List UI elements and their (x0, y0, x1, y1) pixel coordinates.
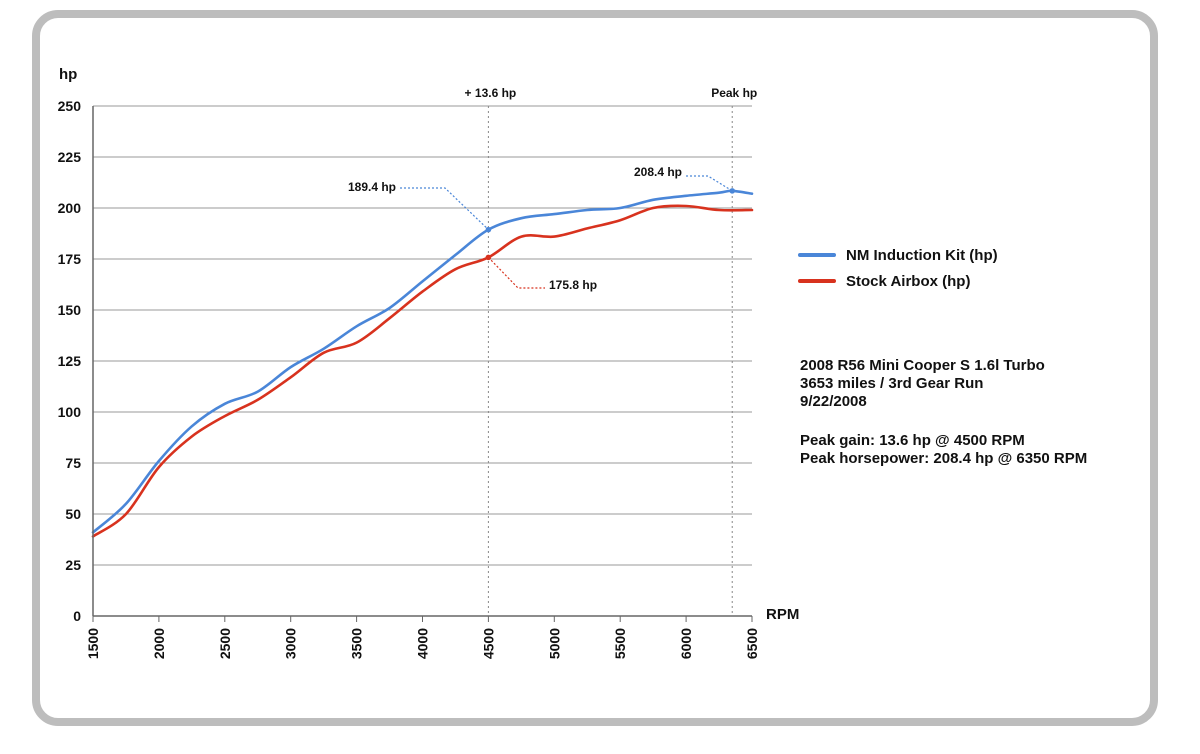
y-tick-label: 125 (58, 353, 82, 369)
point-label-leader (487, 256, 545, 289)
data-point-marker (485, 254, 492, 261)
y-tick-label: 150 (58, 302, 82, 318)
x-tick-label: 6500 (744, 628, 760, 659)
y-tick-label: 250 (58, 98, 82, 114)
point-label: 208.4 hp (634, 165, 682, 179)
axes: 0 25 50 75 100 125 150 175 200 225 250 1500 2000 2500… (58, 66, 800, 659)
chart-frame (32, 10, 1158, 726)
data-point-marker (729, 188, 736, 194)
point-label-leader (686, 175, 733, 192)
series-line-stock-airbox (91, 204, 754, 538)
series-layer (91, 189, 754, 538)
info-peak-gain: Peak gain: 13.6 hp @ 4500 RPM (800, 432, 1025, 449)
x-tick-label: 3500 (349, 628, 365, 659)
x-tick-label: 4500 (480, 628, 496, 659)
y-tick-label: 175 (58, 251, 82, 267)
x-tick-label: 4000 (415, 628, 431, 659)
x-tick-label: 3000 (283, 628, 299, 659)
y-tick-label: 225 (58, 149, 82, 165)
x-tick-label: 6000 (678, 628, 694, 659)
annotation-label: Peak hp (711, 86, 757, 100)
y-tick-label: 75 (65, 455, 81, 471)
x-tick-label: 2000 (151, 628, 167, 659)
point-label-leader (400, 187, 489, 231)
y-tick-label: 0 (73, 608, 81, 624)
info-vehicle: 2008 R56 Mini Cooper S 1.6l Turbo (800, 357, 1045, 374)
x-tick-label: 5500 (612, 628, 628, 659)
annotation-label: + 13.6 hp (465, 86, 517, 100)
legend-label: NM Induction Kit (hp) (846, 247, 998, 264)
point-label: 175.8 hp (549, 278, 597, 292)
point-label: 189.4 hp (348, 180, 396, 194)
series-line-nm-induction-kit (91, 189, 754, 534)
x-tick-label: 1500 (85, 628, 101, 659)
grid-lines (93, 105, 752, 566)
x-axis-title: RPM (766, 606, 799, 623)
y-tick-label: 25 (65, 557, 81, 573)
info-date: 9/22/2008 (800, 393, 867, 410)
x-tick-label: 5000 (546, 628, 562, 659)
data-point-marker (485, 226, 492, 233)
info-peak-hp: Peak horsepower: 208.4 hp @ 6350 RPM (800, 450, 1088, 467)
y-tick-label: 50 (65, 506, 81, 522)
y-axis-title: hp (59, 66, 77, 83)
y-tick-label: 200 (58, 200, 82, 216)
x-tick-label: 2500 (217, 628, 233, 659)
legend-label: Stock Airbox (hp) (846, 273, 970, 290)
legend: NM Induction Kit (hp) Stock Airbox (hp) (798, 247, 998, 290)
y-tick-label: 100 (58, 404, 82, 420)
info-miles: 3653 miles / 3rd Gear Run (800, 375, 984, 392)
labels: + 13.6 hp Peak hp 189.4 hp 175.8 hp 208.4 hp (348, 86, 757, 292)
